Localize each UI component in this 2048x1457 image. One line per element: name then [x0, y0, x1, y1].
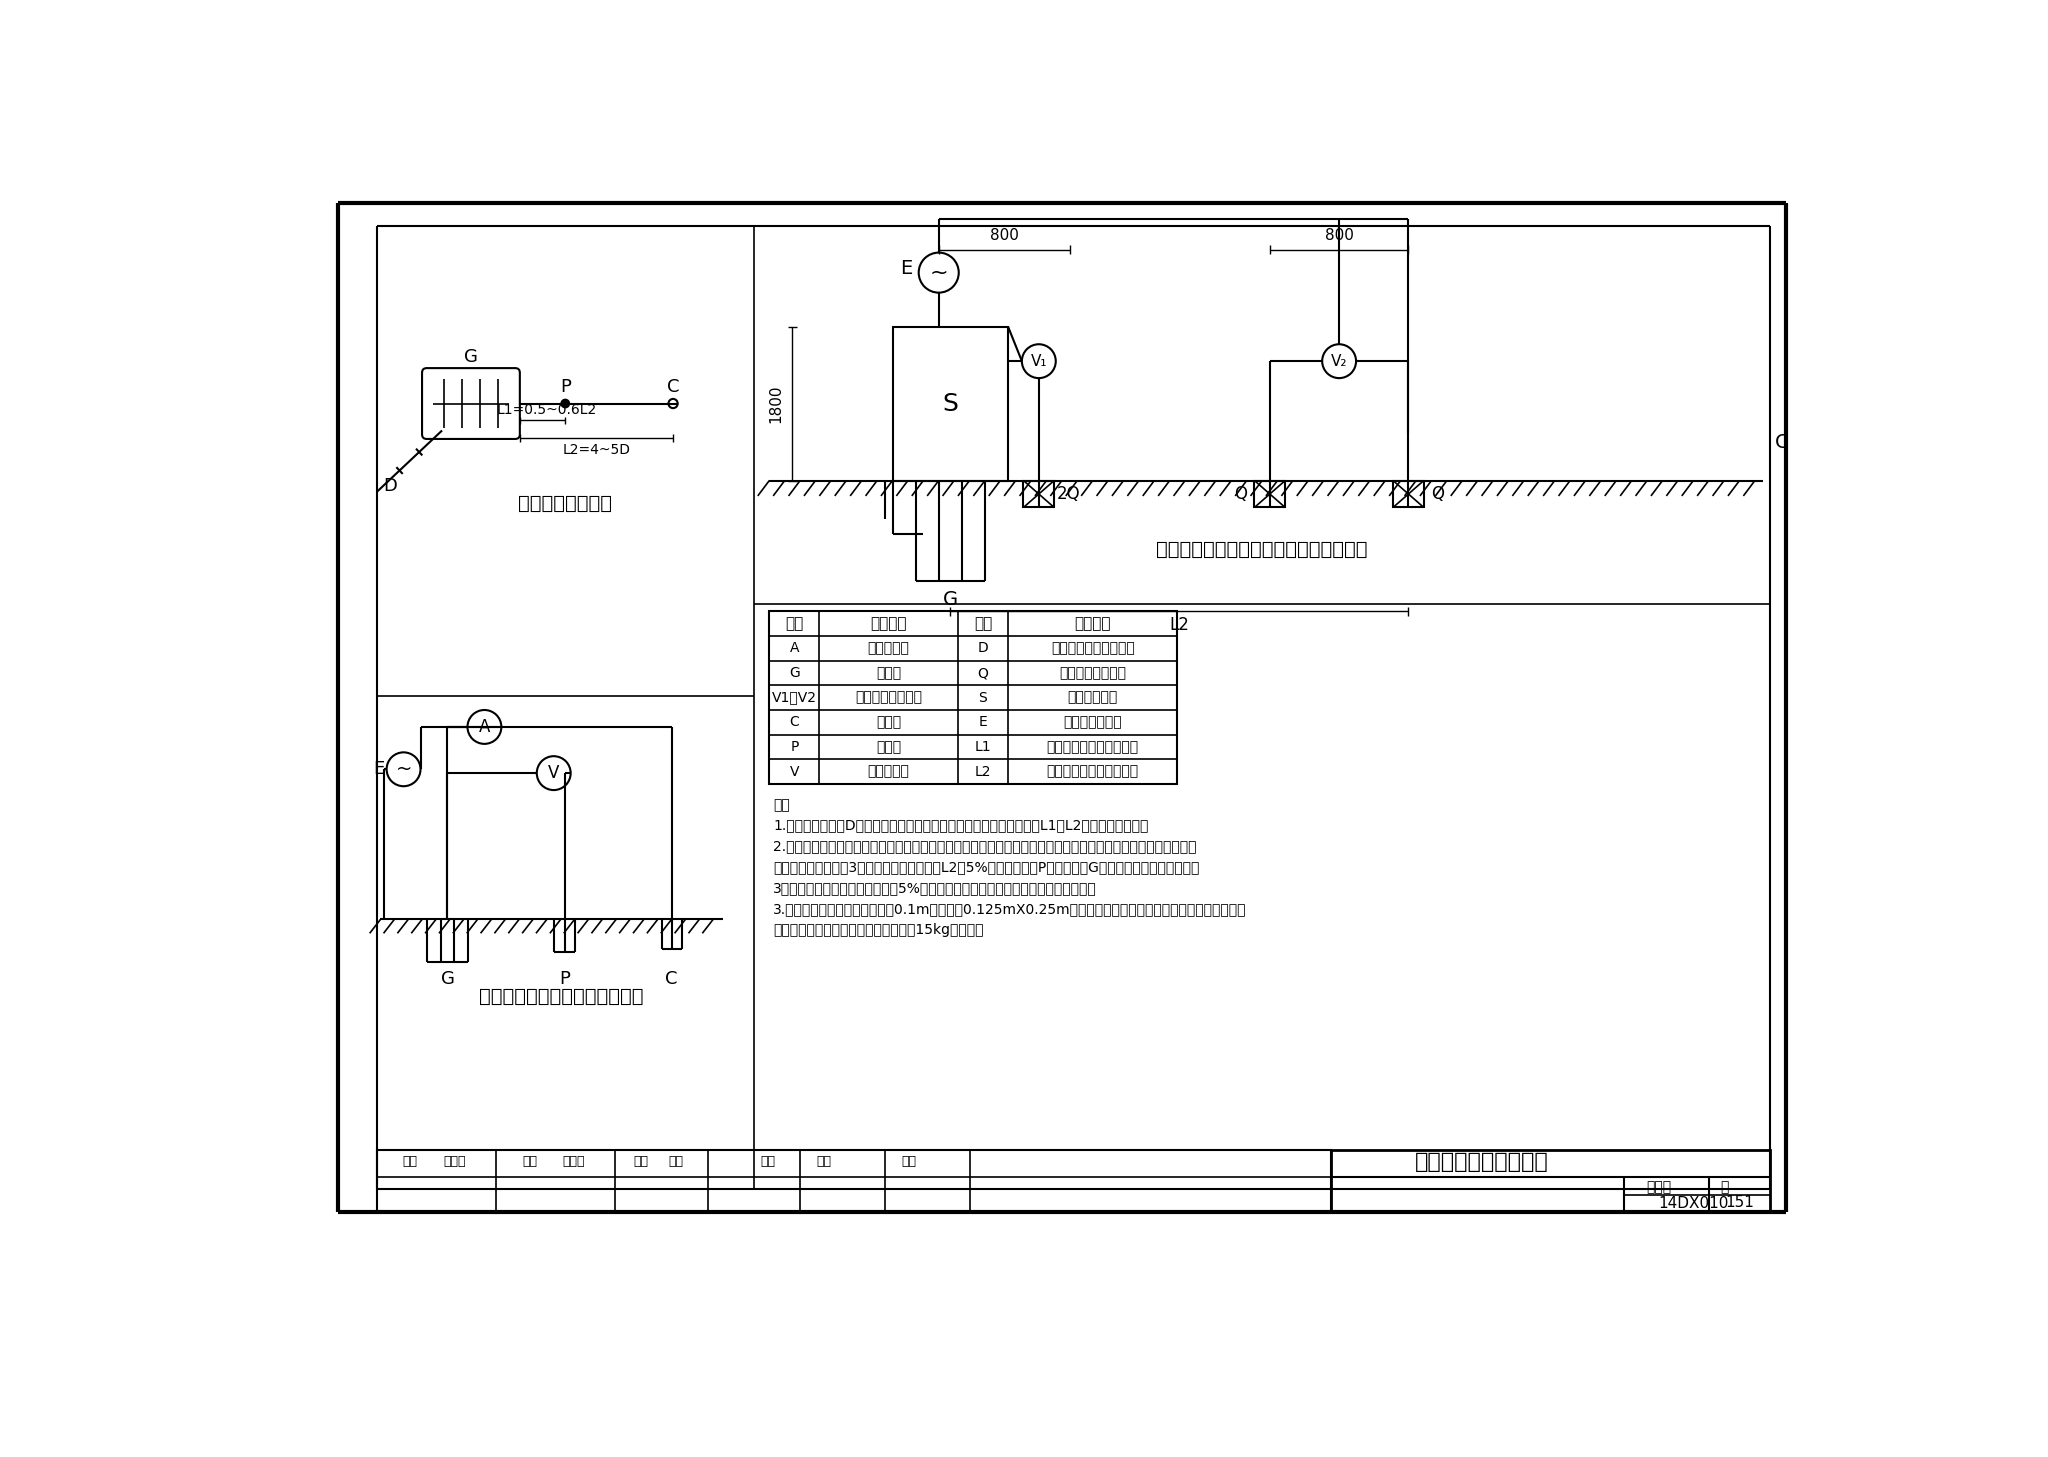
Text: A: A [791, 641, 799, 656]
Bar [1024, 481, 1055, 507]
Text: 符号含义: 符号含义 [870, 616, 907, 631]
Text: L2=4~5D: L2=4~5D [563, 443, 631, 456]
Text: 图集号: 图集号 [1647, 1180, 1671, 1195]
Text: E: E [979, 715, 987, 730]
Text: L2: L2 [975, 765, 991, 778]
Bar [1255, 481, 1286, 507]
Text: 电压极至接地网边缘距离: 电压极至接地网边缘距离 [1047, 740, 1139, 753]
Text: Q: Q [977, 666, 989, 680]
Text: 电流极: 电流极 [877, 715, 901, 730]
Text: 符号: 符号 [975, 616, 991, 631]
Text: L2: L2 [1169, 616, 1190, 634]
Text: 之间连接点方向移动3次，每次移动的距离为L2的5%，测量电压极P与接地装置G之间的电压。如果电压表的: 之间连接点方向移动3次，每次移动的距离为L2的5%，测量电压极P与接地装置G之间… [774, 860, 1200, 874]
Text: 151: 151 [1724, 1195, 1753, 1211]
Bar [1331, 1151, 1769, 1212]
Text: 符号含义: 符号含义 [1075, 616, 1110, 631]
Text: A: A [479, 718, 489, 736]
Text: ~: ~ [395, 759, 412, 779]
Text: E: E [901, 259, 913, 278]
Text: D: D [383, 476, 397, 495]
Text: G: G [942, 590, 958, 609]
Text: V: V [549, 763, 559, 782]
Text: 接地网最大对角线长度: 接地网最大对角线长度 [1051, 641, 1135, 656]
Text: C: C [1776, 433, 1788, 452]
Text: L1: L1 [975, 740, 991, 753]
Text: V: V [791, 765, 799, 778]
Text: G: G [440, 970, 455, 988]
Text: ~: ~ [930, 262, 948, 283]
Text: G: G [788, 666, 799, 680]
Text: P: P [559, 377, 571, 396]
Text: 校对: 校对 [522, 1155, 537, 1169]
Bar [893, 326, 1008, 481]
Text: Q: Q [1432, 485, 1444, 503]
Bar [377, 1151, 1331, 1212]
Text: Q: Q [1235, 485, 1247, 503]
Text: 电压极: 电压极 [877, 740, 901, 753]
Text: V₁: V₁ [1030, 354, 1047, 369]
Text: 三极法接地电阻测量原理接线图: 三极法接地电阻测量原理接线图 [479, 986, 643, 1005]
Bar [770, 612, 1178, 784]
Text: 2Q: 2Q [1057, 485, 1079, 503]
Text: 1.根据车站接地网D值，结合测量场地及土壤电阻率分布情况合理选取L1、L2值及电极布置法。: 1.根据车站接地网D值，结合测量场地及土壤电阻率分布情况合理选取L1、L2值及电… [774, 819, 1149, 832]
Text: 接地网: 接地网 [877, 666, 901, 680]
Text: V1、V2: V1、V2 [772, 691, 817, 705]
Circle shape [561, 399, 569, 408]
Text: P: P [559, 970, 569, 988]
Text: C: C [666, 970, 678, 988]
Text: 接地电阻测量参考方法: 接地电阻测量参考方法 [1415, 1152, 1548, 1171]
Text: V₂: V₂ [1331, 354, 1348, 369]
Text: 审定: 审定 [817, 1155, 831, 1169]
Text: 贾亮: 贾亮 [668, 1155, 682, 1169]
Circle shape [1022, 344, 1057, 379]
Text: 测量用工频电源: 测量用工频电源 [1063, 715, 1122, 730]
Text: 王贵君: 王贵君 [442, 1155, 465, 1169]
Text: 批准: 批准 [901, 1155, 915, 1169]
Circle shape [668, 399, 678, 408]
Circle shape [467, 710, 502, 745]
Text: 交流电流表: 交流电流表 [868, 641, 909, 656]
Text: 模拟人脚的金属板: 模拟人脚的金属板 [1059, 666, 1126, 680]
Text: 设计: 设计 [633, 1155, 649, 1169]
Bar [1393, 481, 1423, 507]
Text: 电力设备框架: 电力设备框架 [1067, 691, 1118, 705]
Text: 高输入阻抗电压表: 高输入阻抗电压表 [856, 691, 922, 705]
Text: S: S [942, 392, 958, 415]
Text: 审核: 审核 [403, 1155, 418, 1169]
Text: L1=0.5~0.6L2: L1=0.5~0.6L2 [496, 402, 596, 417]
Text: 800: 800 [989, 229, 1018, 243]
Text: P: P [791, 740, 799, 753]
Text: 2.为得到较理想的测量效果，应尽量将电压极设在实际的零电位区，可以把电压极旁测量用电流板与被测接地装置: 2.为得到较理想的测量效果，应尽量将电压极设在实际的零电位区，可以把电压极旁测量… [774, 839, 1196, 854]
Text: 3.模拟人脚的金属板可用平径为0.1m的圆板或0.125mX0.25m的长方板，为了使金属板与地面接触良好，将地: 3.模拟人脚的金属板可用平径为0.1m的圆板或0.125mX0.25m的长方板，… [774, 902, 1247, 915]
Circle shape [387, 752, 420, 787]
Text: 面平整后撒水，并在每块金属板上放置15kg的重物。: 面平整后撒水，并在每块金属板上放置15kg的重物。 [774, 922, 983, 937]
FancyBboxPatch shape [422, 369, 520, 439]
Text: G: G [465, 348, 477, 366]
Text: 三极法电极布置图: 三极法电极布置图 [518, 494, 612, 513]
Text: S: S [979, 691, 987, 705]
Text: 3次指示值之间的相对误差不超过5%，则可以将中间位置作为测量用电压极的位置。: 3次指示值之间的相对误差不超过5%，则可以将中间位置作为测量用电压极的位置。 [774, 881, 1098, 895]
Text: 元亮: 元亮 [760, 1155, 776, 1169]
Text: 页: 页 [1720, 1180, 1729, 1195]
Text: D: D [977, 641, 989, 656]
Text: 14DX010: 14DX010 [1659, 1196, 1729, 1211]
Text: 交流电压表: 交流电压表 [868, 765, 909, 778]
Text: 测量接触电位差和跨步电位差原理接线图: 测量接触电位差和跨步电位差原理接线图 [1157, 541, 1368, 559]
Text: C: C [668, 377, 680, 396]
Circle shape [920, 252, 958, 293]
Text: 800: 800 [1325, 229, 1354, 243]
Circle shape [537, 756, 571, 790]
Text: 符号: 符号 [784, 616, 803, 631]
Text: 陈建宇: 陈建宇 [563, 1155, 586, 1169]
Text: E: E [373, 761, 385, 778]
Circle shape [1323, 344, 1356, 379]
Text: C: C [788, 715, 799, 730]
Text: 1800: 1800 [768, 385, 782, 423]
Text: 注：: 注： [774, 798, 791, 812]
Text: 电流极至接地网边缘距离: 电流极至接地网边缘距离 [1047, 765, 1139, 778]
